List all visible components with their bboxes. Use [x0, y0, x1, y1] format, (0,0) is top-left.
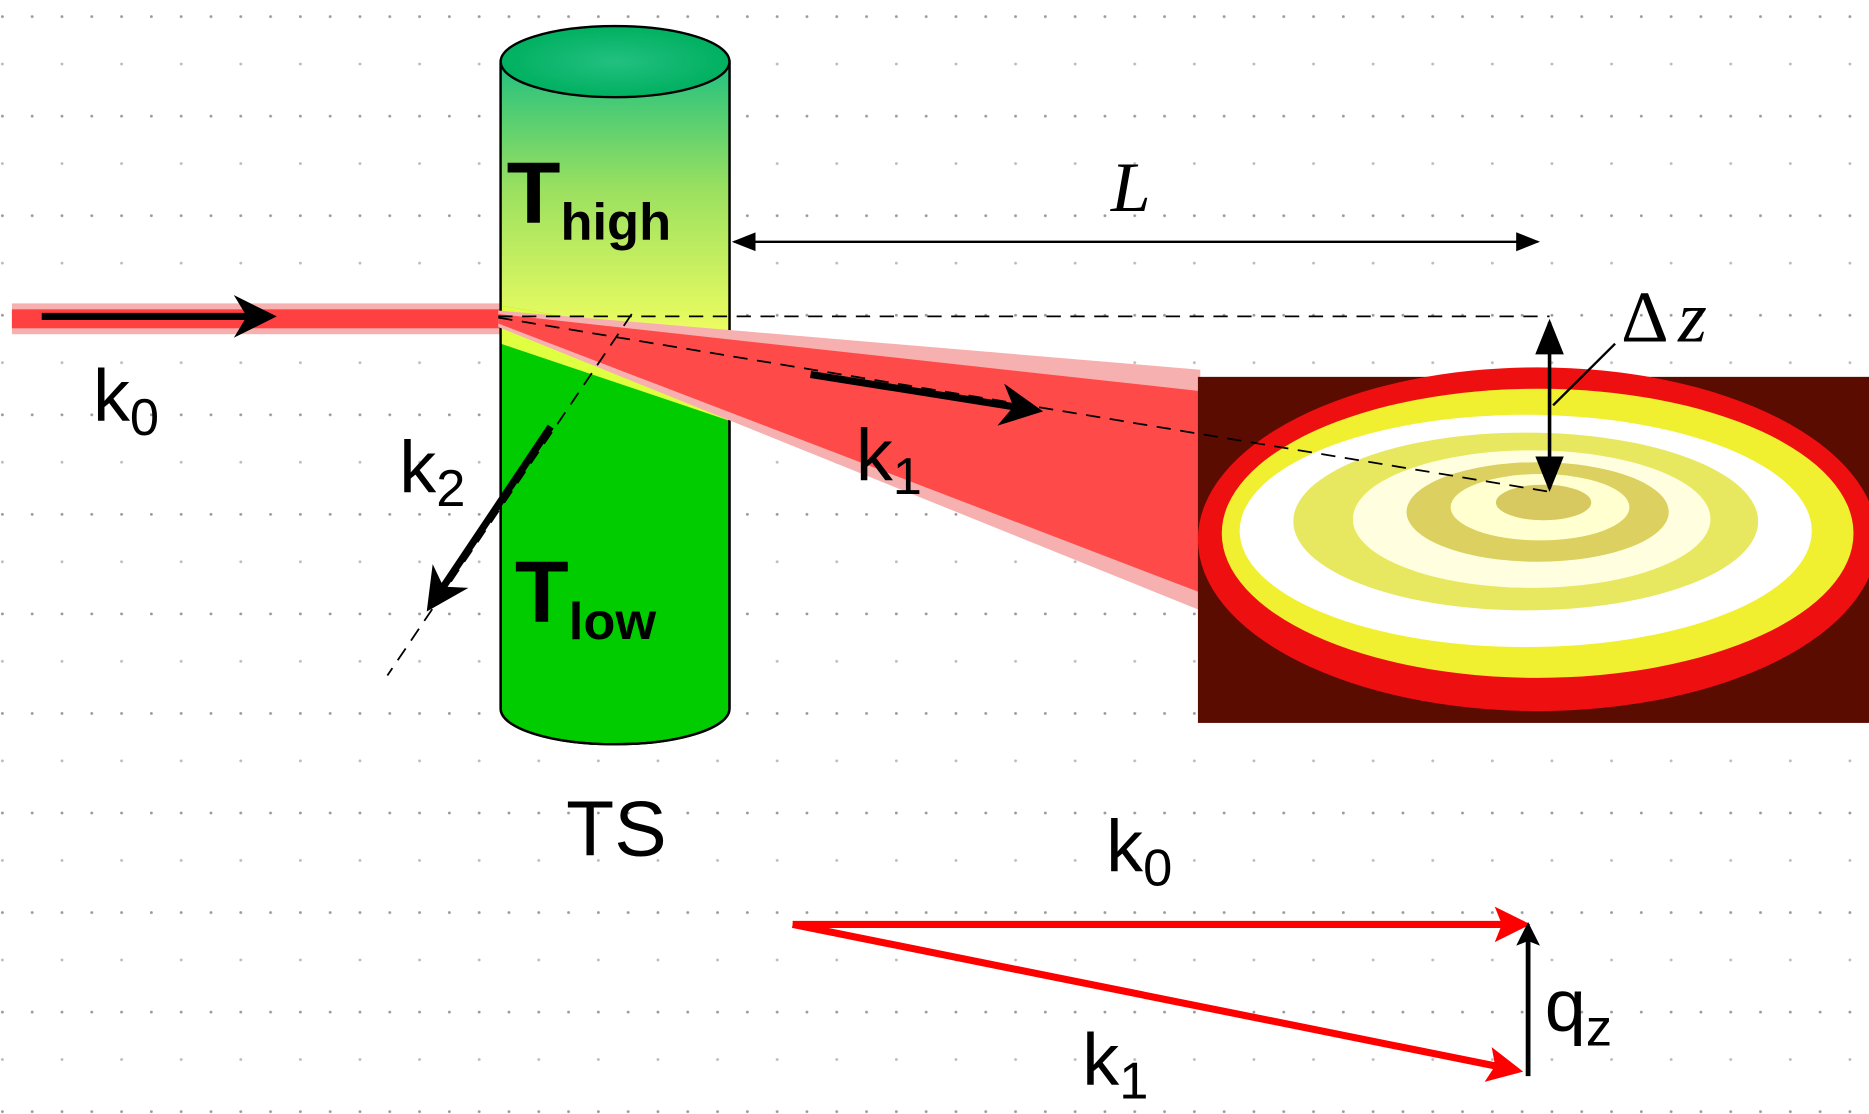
leader-line [1552, 342, 1616, 407]
arrow-k1 [809, 370, 1044, 426]
subscript: 1 [893, 448, 922, 506]
text: T [507, 143, 561, 242]
cylinder-top [499, 24, 731, 99]
arrow-k2 [426, 424, 554, 612]
cylinder-outline [499, 61, 731, 746]
hot-zone [500, 61, 730, 344]
vector-k1 [791, 920, 1524, 1082]
text: q [1545, 964, 1586, 1047]
label-sample: TS [566, 785, 667, 873]
subscript: z [1586, 999, 1612, 1057]
label-k2: k2 [399, 425, 465, 518]
label-k0: k0 [93, 354, 159, 447]
subscript: 0 [130, 389, 159, 447]
text: Δ [1621, 276, 1669, 358]
dashed-line [386, 313, 633, 677]
subscript: 2 [436, 460, 465, 518]
text: k [1082, 1018, 1119, 1101]
subscript: 0 [1143, 839, 1172, 897]
label-qz: qz [1545, 964, 1612, 1057]
text: k [1106, 804, 1143, 887]
subscript: low [569, 593, 657, 651]
label-k1: k1 [856, 413, 922, 506]
subscript: 1 [1119, 1053, 1148, 1111]
label-t-low: Tlow [515, 542, 657, 650]
text: T [515, 542, 569, 641]
label-distance: L [1110, 148, 1151, 227]
label-vector-k0: k0 [1106, 804, 1172, 897]
text: k [856, 413, 893, 496]
speckle-image [1197, 367, 1869, 723]
text: k [399, 425, 436, 508]
variable: z [1677, 276, 1707, 358]
label-t-high: Thigh [507, 143, 672, 251]
text: k [93, 354, 130, 437]
subscript: high [560, 194, 671, 252]
label-vector-k1: k1 [1082, 1018, 1148, 1111]
ring [1495, 484, 1592, 521]
